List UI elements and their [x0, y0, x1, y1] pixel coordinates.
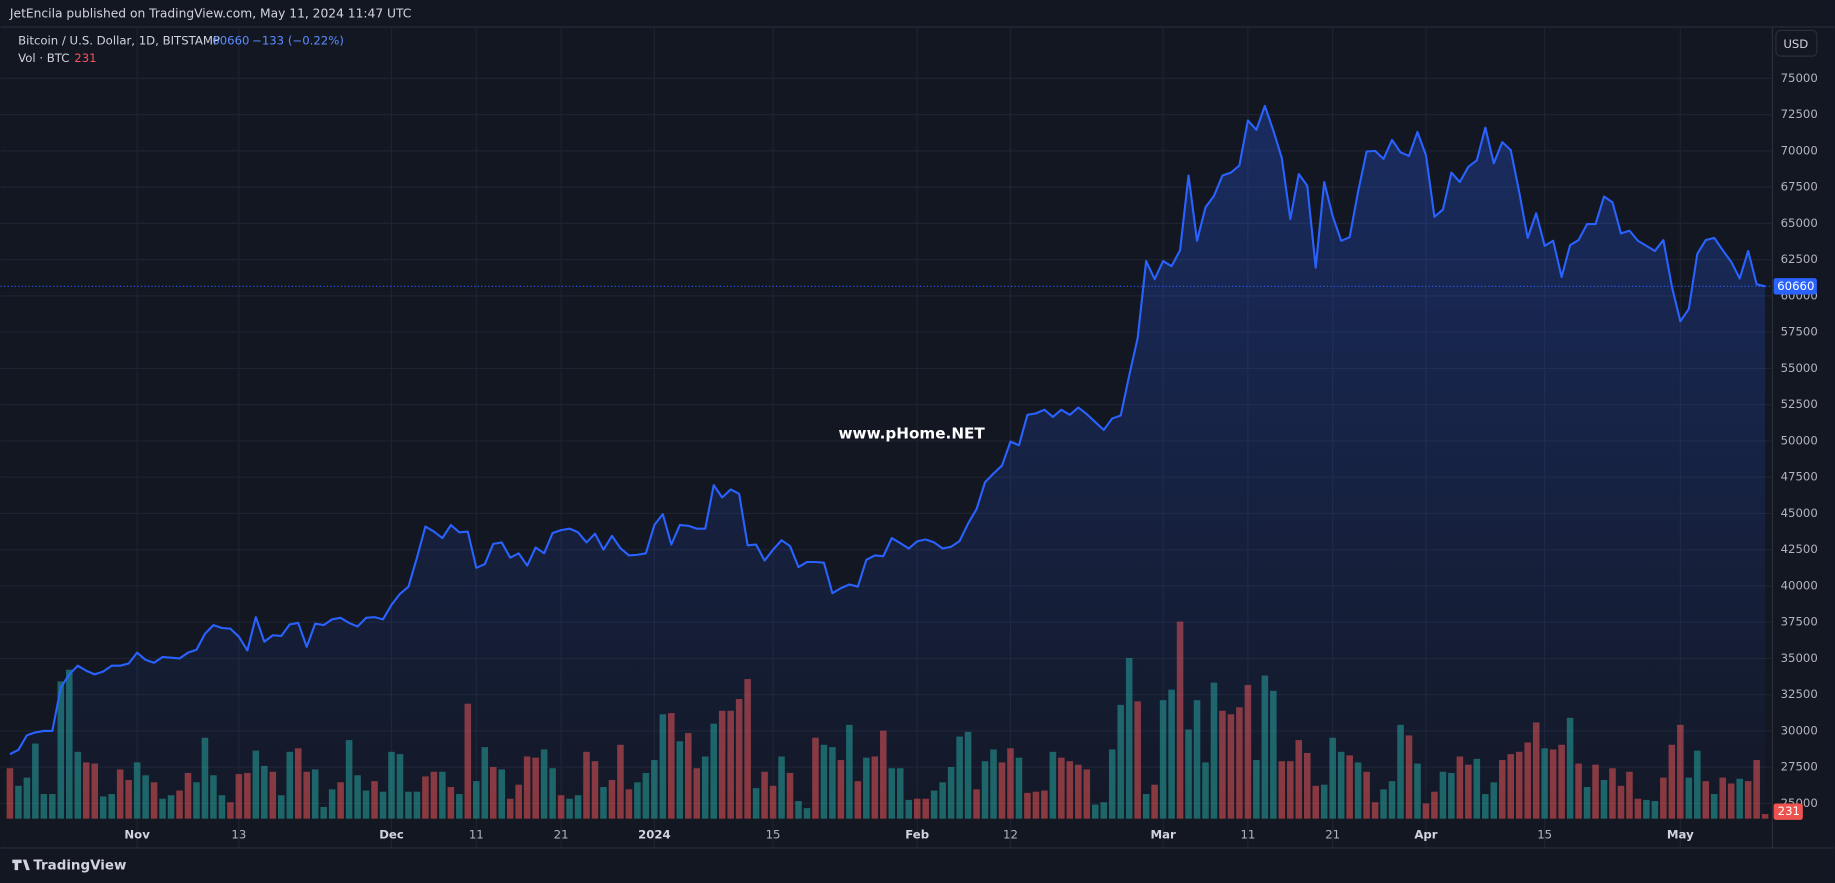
y-tick-label: 75000 — [1781, 71, 1818, 85]
volume-title: Vol · BTC — [18, 51, 69, 65]
y-tick-label: 70000 — [1781, 143, 1818, 157]
y-tick-label: 50000 — [1781, 433, 1818, 447]
last-price-box — [1773, 278, 1817, 295]
watermark: www.pHome.NET — [839, 424, 986, 442]
volume-bar — [6, 768, 14, 819]
volume-last: 231 — [74, 51, 96, 65]
y-tick-label: 72500 — [1781, 107, 1818, 121]
x-tick-label: 13 — [231, 828, 246, 842]
currency[interactable]: USD — [1783, 37, 1808, 51]
x-tick-label: 15 — [766, 828, 781, 842]
y-tick-label: 52500 — [1781, 397, 1818, 411]
y-tick-label: 30000 — [1781, 723, 1818, 737]
symbol-title: Bitcoin / U.S. Dollar, 1D, BITSTAMP — [18, 33, 220, 47]
last-volume-label: 231 — [1778, 804, 1800, 818]
y-tick-label: 40000 — [1781, 578, 1818, 592]
x-tick-label: 2024 — [638, 828, 671, 842]
x-tick-label: 12 — [1003, 828, 1018, 842]
last-price: 60660 — [212, 33, 249, 47]
x-tick-label: May — [1667, 828, 1694, 842]
y-tick-label: 32500 — [1781, 687, 1818, 701]
price-area — [9, 105, 1766, 819]
y-tick-label: 47500 — [1781, 470, 1818, 484]
x-tick-label: Feb — [905, 828, 929, 842]
price-line — [0, 104, 1773, 819]
currency-button[interactable] — [1775, 29, 1818, 57]
y-tick-label: 27500 — [1781, 760, 1818, 774]
x-tick-label: 11 — [469, 828, 484, 842]
y-tick-label: 65000 — [1781, 216, 1818, 230]
y-tick-label: 37500 — [1781, 615, 1818, 629]
x-tick-label: 21 — [554, 828, 569, 842]
y-tick-label: 45000 — [1781, 506, 1818, 520]
x-tick-label: Dec — [379, 828, 404, 842]
y-tick-label: 35000 — [1781, 651, 1818, 665]
published-note: JetEncila published on TradingView.com, … — [9, 7, 411, 21]
x-tick-label: 15 — [1537, 828, 1552, 842]
y-tick-label: 42500 — [1781, 542, 1818, 556]
x-tick-label: Mar — [1150, 828, 1176, 842]
last-price-label: 60660 — [1777, 279, 1814, 293]
y-tick-label: 62500 — [1781, 252, 1818, 266]
price-line — [9, 104, 1766, 756]
y-tick-label: 55000 — [1781, 361, 1818, 375]
last-volume-box — [1773, 803, 1803, 820]
price-change: −133 (−0.22%) — [252, 33, 344, 47]
x-tick-label: 21 — [1325, 828, 1340, 842]
x-tick-label: Apr — [1414, 828, 1437, 842]
brand: TradingView — [33, 858, 126, 873]
y-tick-label: 67500 — [1781, 180, 1818, 194]
y-tick-label: 57500 — [1781, 325, 1818, 339]
x-tick-label: 11 — [1240, 828, 1255, 842]
brand-logo — [12, 859, 30, 871]
x-tick-label: Nov — [124, 828, 150, 842]
